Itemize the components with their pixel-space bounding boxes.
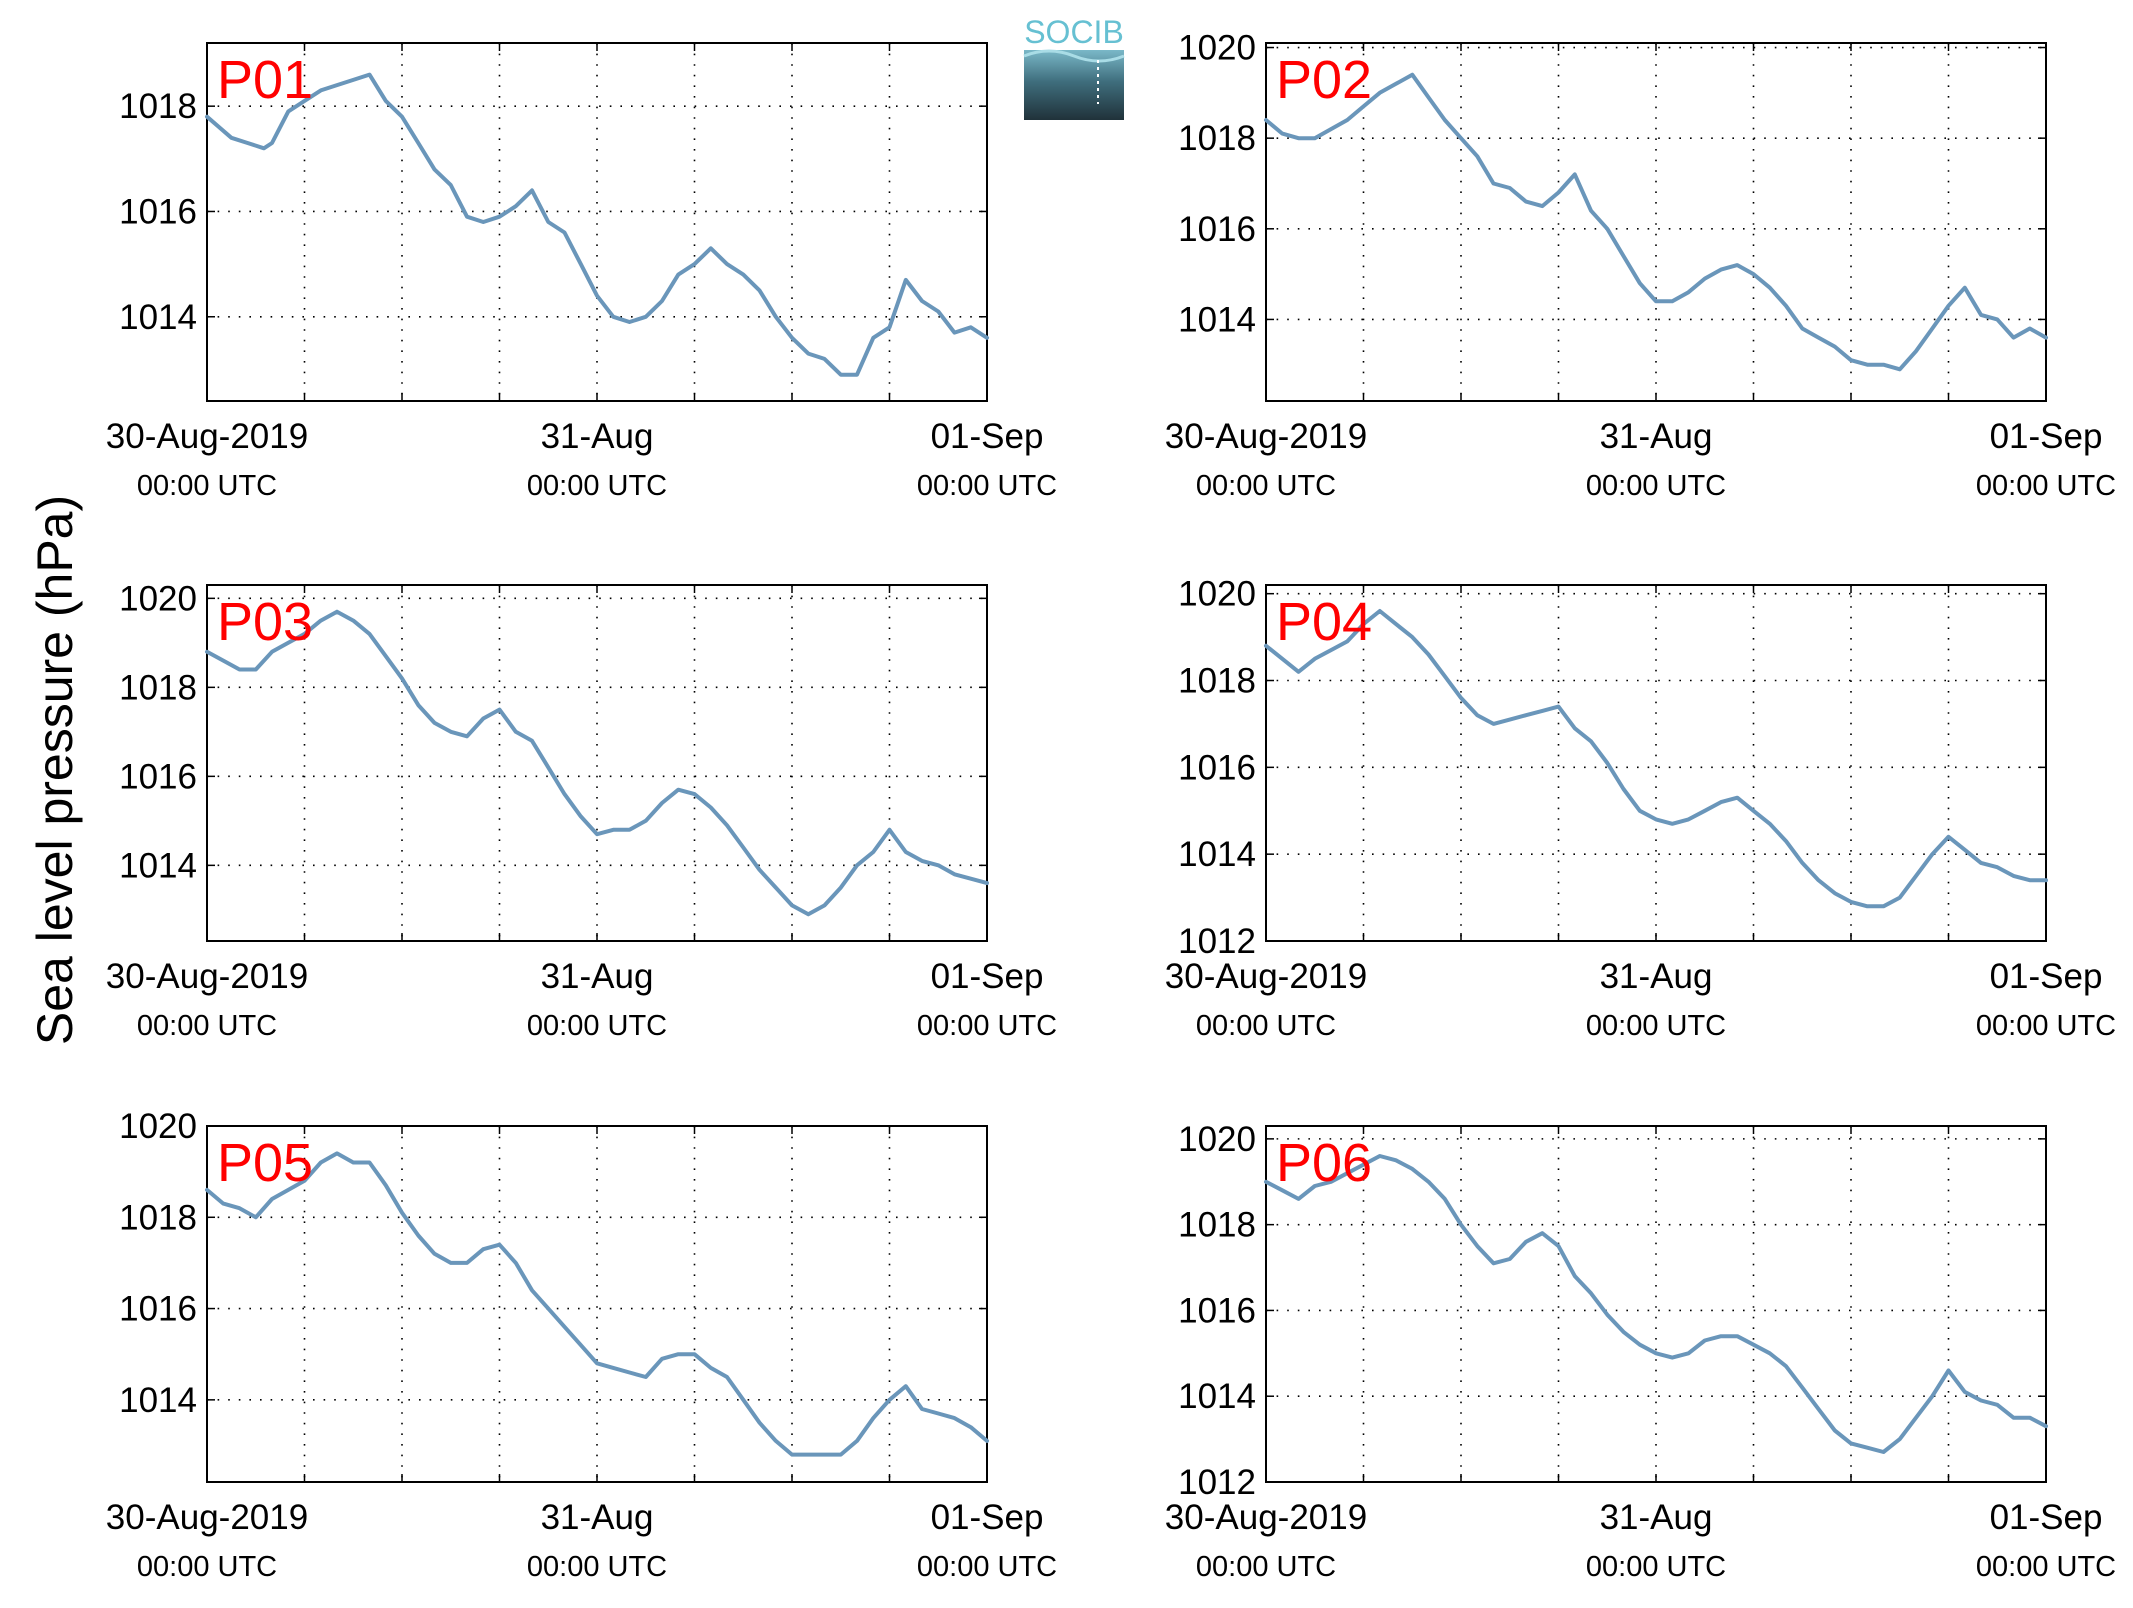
x-tick-label: 30-Aug-2019 xyxy=(106,957,308,996)
x-tick-label: 01-Sep xyxy=(1990,957,2103,996)
x-tick-sublabel: 00:00 UTC xyxy=(527,1551,667,1583)
x-tick-label: 01-Sep xyxy=(1990,417,2103,456)
x-tick-sublabel: 00:00 UTC xyxy=(1586,1010,1726,1042)
y-tick-label: 1012 xyxy=(1178,922,1256,961)
x-tick-label: 31-Aug xyxy=(1600,417,1713,456)
x-tick-label: 30-Aug-2019 xyxy=(1165,957,1367,996)
x-tick-sublabel: 00:00 UTC xyxy=(1196,1010,1336,1042)
y-tick-label: 1020 xyxy=(119,1107,197,1146)
x-tick-sublabel: 00:00 UTC xyxy=(917,1010,1057,1042)
x-tick-label: 30-Aug-2019 xyxy=(1165,417,1367,456)
x-tick-label: 01-Sep xyxy=(931,1498,1044,1537)
y-tick-label: 1018 xyxy=(1178,662,1256,701)
station-label-p06: P06 xyxy=(1276,1133,1372,1193)
x-tick-label: 31-Aug xyxy=(1600,957,1713,996)
x-tick-sublabel: 00:00 UTC xyxy=(137,470,277,502)
y-tick-label: 1020 xyxy=(1178,1120,1256,1159)
x-tick-label: 31-Aug xyxy=(541,1498,654,1537)
series-line-p04 xyxy=(1264,609,2048,909)
y-tick-label: 1018 xyxy=(1178,119,1256,158)
y-tick-label: 1020 xyxy=(1178,29,1256,68)
y-tick-label: 1016 xyxy=(119,1290,197,1329)
x-tick-label: 01-Sep xyxy=(931,957,1044,996)
x-tick-sublabel: 00:00 UTC xyxy=(1976,1010,2116,1042)
x-tick-sublabel: 00:00 UTC xyxy=(1586,1551,1726,1583)
chart-panel-p03: 1014 1016 1018 1020 30-Aug-2019 00:00 UTC 31-A… xyxy=(106,579,1057,1042)
y-tick-label: 1016 xyxy=(1178,210,1256,249)
y-tick-label: 1014 xyxy=(119,1381,197,1420)
x-tick-label: 30-Aug-2019 xyxy=(106,1498,308,1537)
x-tick-label: 31-Aug xyxy=(1600,1498,1713,1537)
y-tick-label: 1014 xyxy=(119,846,197,885)
chart-panel-p05: 1014 1016 1018 1020 30-Aug-2019 00:00 UTC 31-A… xyxy=(106,1107,1057,1583)
y-tick-label: 1014 xyxy=(1178,300,1256,339)
y-tick-label: 1016 xyxy=(119,192,197,231)
x-tick-sublabel: 00:00 UTC xyxy=(1196,470,1336,502)
series-line-p03 xyxy=(205,609,989,917)
socib-logo-text: SOCIB xyxy=(1024,14,1124,50)
station-label-p01: P01 xyxy=(217,50,313,110)
x-tick-label: 30-Aug-2019 xyxy=(106,417,308,456)
socib-logo: SOCIB xyxy=(1023,14,1125,120)
series-line-p01 xyxy=(205,72,989,377)
y-tick-label: 1014 xyxy=(1178,1377,1256,1416)
y-tick-label: 1016 xyxy=(119,757,197,796)
y-tick-label: 1016 xyxy=(1178,748,1256,787)
x-tick-label: 30-Aug-2019 xyxy=(1165,1498,1367,1537)
chart-panel-p04: 1012 1014 1016 1018 1020 30-Aug-2019 00:00 UTC… xyxy=(1165,575,2116,1042)
chart-panel-p01: 1014 1016 1018 30-Aug-2019 00:00 UTC 31-Aug 00… xyxy=(106,42,1057,502)
x-tick-sublabel: 00:00 UTC xyxy=(527,470,667,502)
y-tick-label: 1018 xyxy=(1178,1206,1256,1245)
station-label-p02: P02 xyxy=(1276,50,1372,110)
y-tick-label: 1014 xyxy=(119,298,197,337)
x-tick-sublabel: 00:00 UTC xyxy=(137,1010,277,1042)
series-line-p02 xyxy=(1264,72,2048,372)
x-tick-sublabel: 00:00 UTC xyxy=(137,1551,277,1583)
x-tick-sublabel: 00:00 UTC xyxy=(917,1551,1057,1583)
y-tick-label: 1020 xyxy=(119,579,197,618)
y-tick-label: 1012 xyxy=(1178,1463,1256,1502)
series-line-p06 xyxy=(1264,1154,2048,1454)
x-tick-label: 01-Sep xyxy=(931,417,1044,456)
y-tick-label: 1014 xyxy=(1178,835,1256,874)
station-label-p03: P03 xyxy=(217,592,313,652)
x-tick-sublabel: 00:00 UTC xyxy=(1586,470,1726,502)
figure-ylabel: Sea level pressure (hPa) xyxy=(27,495,83,1045)
x-tick-sublabel: 00:00 UTC xyxy=(527,1010,667,1042)
series-line-p05 xyxy=(205,1151,989,1457)
chart-panel-p06: 1012 1014 1016 1018 1020 30-Aug-2019 00:00 UTC… xyxy=(1165,1120,2116,1583)
y-tick-label: 1018 xyxy=(119,87,197,126)
x-tick-label: 31-Aug xyxy=(541,957,654,996)
chart-panel-p02: 1014 1016 1018 1020 30-Aug-2019 00:00 UTC 31-A… xyxy=(1165,29,2116,502)
station-label-p05: P05 xyxy=(217,1133,313,1193)
x-tick-sublabel: 00:00 UTC xyxy=(1196,1551,1336,1583)
x-tick-sublabel: 00:00 UTC xyxy=(917,470,1057,502)
y-tick-label: 1018 xyxy=(119,1198,197,1237)
y-tick-label: 1020 xyxy=(1178,575,1256,614)
station-label-p04: P04 xyxy=(1276,592,1372,652)
x-tick-sublabel: 00:00 UTC xyxy=(1976,1551,2116,1583)
x-tick-label: 31-Aug xyxy=(541,417,654,456)
y-tick-label: 1016 xyxy=(1178,1291,1256,1330)
y-tick-label: 1018 xyxy=(119,668,197,707)
x-tick-label: 01-Sep xyxy=(1990,1498,2103,1537)
panel-grid: 1014 1016 1018 30-Aug-2019 00:00 UTC 31-Aug 00… xyxy=(106,29,2116,1583)
x-tick-sublabel: 00:00 UTC xyxy=(1976,470,2116,502)
